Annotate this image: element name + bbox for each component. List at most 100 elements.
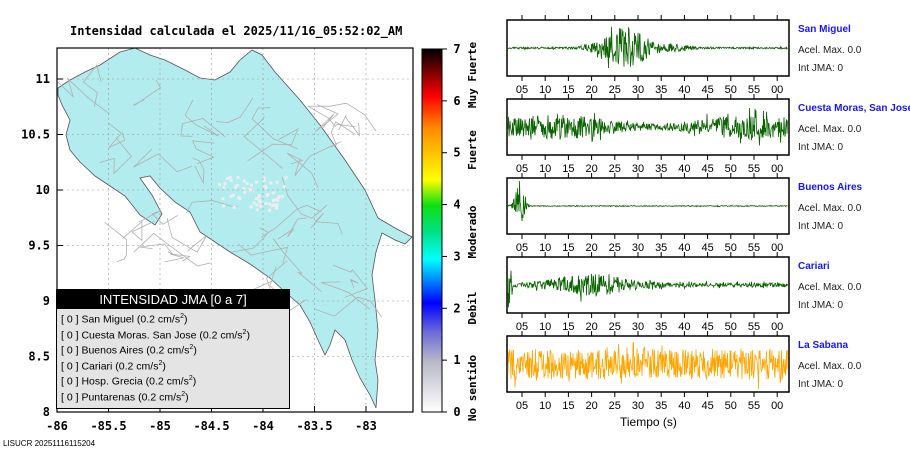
town-marker [242, 179, 246, 183]
station-name: La Sabana [798, 340, 849, 351]
town-marker [282, 185, 286, 189]
time-tick-label: 35 [655, 84, 667, 96]
legend-unit-exp: 2 [242, 328, 247, 336]
town-marker [238, 197, 242, 201]
time-tick-label: 35 [655, 163, 667, 175]
colorbar-category-label: Moderado [466, 205, 479, 258]
town-marker [221, 197, 225, 201]
road-line [122, 220, 155, 242]
road-line [99, 137, 132, 175]
town-marker [223, 182, 227, 186]
y-tick-label: 8.5 [28, 350, 50, 364]
road-line [294, 141, 342, 177]
legend-unit-exp: 2 [189, 344, 194, 351]
station-name: Cuesta Moras, San Jose [798, 103, 910, 114]
time-tick-label: 05 [516, 321, 528, 333]
time-tick-label: 00 [771, 242, 783, 254]
road-line [139, 243, 174, 256]
town-marker [271, 198, 275, 202]
road-line [133, 148, 193, 173]
time-tick-label: 05 [516, 242, 528, 254]
town-marker [232, 205, 236, 209]
time-tick-label: 10 [539, 242, 551, 254]
time-tick-label: 30 [632, 163, 644, 175]
town-marker [264, 186, 268, 190]
time-tick-label: 20 [585, 163, 597, 175]
legend-jma: [ 0 ] [61, 313, 79, 326]
time-tick-label: 25 [609, 163, 621, 175]
time-tick-label: 30 [632, 400, 644, 412]
road-line [287, 152, 319, 188]
colorbar-category-label: Muy Fuerte [466, 42, 479, 109]
legend-jma: [ 0 ] [61, 344, 79, 357]
road-line [327, 121, 356, 149]
road-line [108, 122, 126, 148]
y-tick-label: 8 [43, 405, 50, 419]
time-tick-label: 35 [655, 321, 667, 333]
legend-item: [ 0 ] Buenos Aires (0.2 cm/s2) [61, 344, 197, 357]
town-marker [248, 188, 252, 192]
road-line [313, 296, 383, 318]
time-tick-label: 25 [609, 321, 621, 333]
time-tick-label: 40 [678, 84, 690, 96]
waveform-trace [507, 342, 788, 390]
time-tick-label: 15 [562, 163, 574, 175]
town-marker [275, 203, 279, 207]
time-tick-label: 55 [748, 321, 760, 333]
legend-station: Cariari [81, 360, 113, 372]
legend-unit-exp: 2 [181, 390, 186, 398]
credit-label: LISUCR 20251116115204 [3, 439, 96, 448]
legend-title: INTENSIDAD JMA [0 a 7] [57, 290, 289, 309]
station-name: Buenos Aires [798, 182, 863, 193]
legend-station: Hosp. Grecia [81, 375, 143, 388]
town-marker [268, 208, 272, 212]
legend-acc: (0.2 cm/s [145, 375, 189, 388]
road-line [338, 115, 360, 137]
town-marker [258, 200, 262, 204]
station-name: San Miguel [798, 24, 851, 35]
town-marker [257, 199, 261, 203]
town-marker [234, 185, 238, 189]
time-tick-label: 10 [539, 400, 551, 412]
town-marker [225, 176, 229, 180]
time-tick-label: 20 [585, 400, 597, 412]
time-tick-label: 40 [678, 400, 690, 412]
road-line [231, 227, 269, 253]
time-tick-label: 00 [771, 163, 783, 175]
legend-unit-exp: 2 [188, 375, 193, 382]
road-line [309, 102, 377, 132]
road-line [82, 64, 102, 107]
time-tick-label: 55 [748, 84, 760, 96]
time-tick-label: 30 [632, 321, 644, 333]
station-acel-max: Acel. Max. 0.0 [798, 124, 862, 135]
x-tick-label: -85 [149, 419, 171, 433]
road-line [247, 128, 299, 162]
map-frame [56, 47, 414, 413]
legend-item: [ 0 ] Puntarenas (0.2 cm/s2) [61, 390, 189, 404]
road-line [180, 118, 226, 137]
road-line [315, 104, 339, 133]
time-tick-label: 00 [771, 400, 783, 412]
x-tick-label: -83 [355, 419, 377, 433]
time-tick-label: 15 [562, 321, 574, 333]
time-tick-label: 00 [771, 321, 783, 333]
town-marker [264, 202, 268, 206]
time-tick-label: 45 [701, 321, 713, 333]
colorbar-tick-label: 0 [453, 405, 460, 419]
town-marker [243, 191, 247, 195]
time-tick-label: 40 [678, 163, 690, 175]
time-tick-label: 25 [609, 400, 621, 412]
road-line [350, 278, 359, 289]
road-line [216, 97, 254, 124]
colorbar-tick-label: 3 [453, 249, 460, 263]
town-marker [242, 187, 246, 191]
costa-rica-land [57, 47, 413, 409]
waveform-trace [507, 26, 788, 69]
road-line [166, 218, 208, 253]
road-line [307, 105, 356, 128]
time-tick-label: 20 [585, 321, 597, 333]
time-tick-label: 50 [725, 321, 737, 333]
legend-item: [ 0 ] San Miguel (0.2 cm/s2) [61, 313, 188, 326]
colorbar-tick-label: 1 [453, 353, 460, 367]
